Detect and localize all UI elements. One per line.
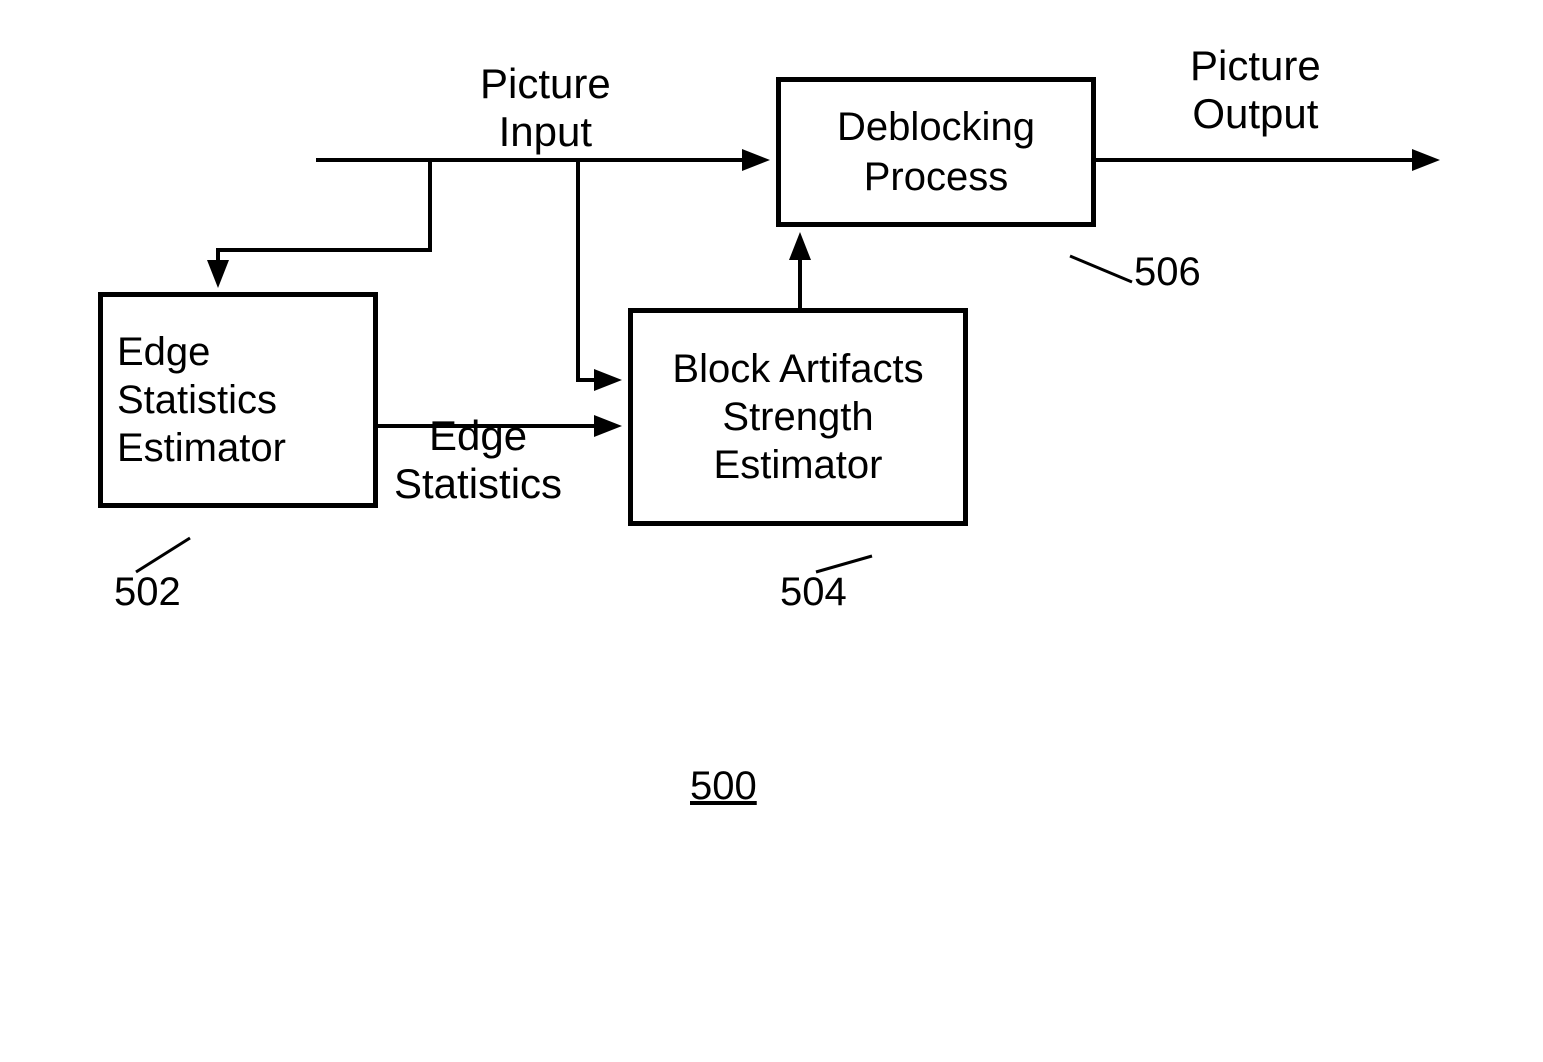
edge-statistics-estimator-block: EdgeStatisticsEstimator xyxy=(98,292,378,508)
block-text-line: Estimator xyxy=(117,424,286,472)
ref-506: 506 xyxy=(1134,250,1201,295)
picture-output-label: Picture Output xyxy=(1190,42,1321,139)
block-text-line: Statistics xyxy=(117,376,277,424)
ref-502: 502 xyxy=(114,570,181,615)
block-text-line: Process xyxy=(864,152,1009,202)
edge-statistics-label: Edge Statistics xyxy=(394,412,562,509)
deblocking-process-block: DeblockingProcess xyxy=(776,77,1096,227)
block-artifacts-strength-estimator-block: Block ArtifactsStrengthEstimator xyxy=(628,308,968,526)
block-text-line: Deblocking xyxy=(837,102,1035,152)
block-text-line: Block Artifacts xyxy=(672,345,923,393)
diagram-canvas: EdgeStatisticsEstimator Block ArtifactsS… xyxy=(0,0,1543,1062)
connectors-svg xyxy=(0,0,1543,1062)
block-text-line: Estimator xyxy=(714,441,883,489)
figure-ref-500: 500 xyxy=(690,764,757,809)
block-text-line: Edge xyxy=(117,328,210,376)
ref-504: 504 xyxy=(780,570,847,615)
picture-input-label: Picture Input xyxy=(480,60,611,157)
block-text-line: Strength xyxy=(722,393,873,441)
